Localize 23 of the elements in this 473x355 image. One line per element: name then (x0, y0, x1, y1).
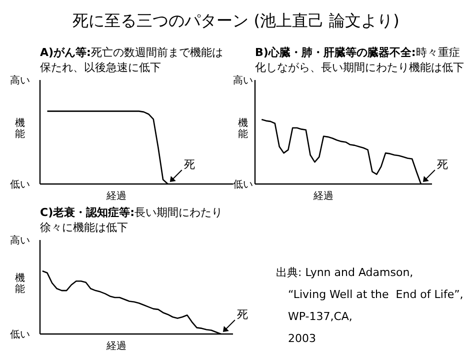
text: 低い (10, 330, 30, 340)
x-axis-title: 経過 (106, 341, 126, 352)
text: WP-137,CA, (288, 310, 352, 323)
x-axis-title: 経過 (106, 191, 126, 202)
chart-subtitle: A)がん等:死亡の数週間前まで機能は保たれ、以後急速に低下 (40, 46, 223, 74)
chart-title: 死に至る三つのパターン (池上直己 論文より) (72, 11, 400, 30)
text: 高い (233, 74, 253, 86)
text: 死 (236, 308, 248, 321)
chart-subtitle: C)老衰・認知症等:長い期間にわたり徐々に機能は低下 (40, 206, 222, 234)
x-axis-title: 経過 (312, 191, 334, 202)
annotation: 低い (233, 180, 253, 190)
text: 死 (436, 158, 448, 171)
text: 低い (10, 180, 30, 190)
source-note: 出典: Lynn and Adamson, (276, 266, 414, 279)
text: “Living Well at the End of Life”, (288, 288, 464, 301)
text: 2003 (288, 332, 316, 345)
annotation: 死 (184, 158, 195, 171)
y-axis-title: 機能 (238, 117, 248, 140)
y-axis-title: 機能 (15, 272, 25, 295)
y-axis-title: 機能 (15, 117, 25, 140)
text: 高い (10, 234, 30, 246)
chart-subtitle: B)心臓・肺・肝臓等の臓器不全:時々重症化しながら、長い期間にわたり機能は低下 (255, 46, 464, 74)
text: 高い (10, 74, 30, 86)
